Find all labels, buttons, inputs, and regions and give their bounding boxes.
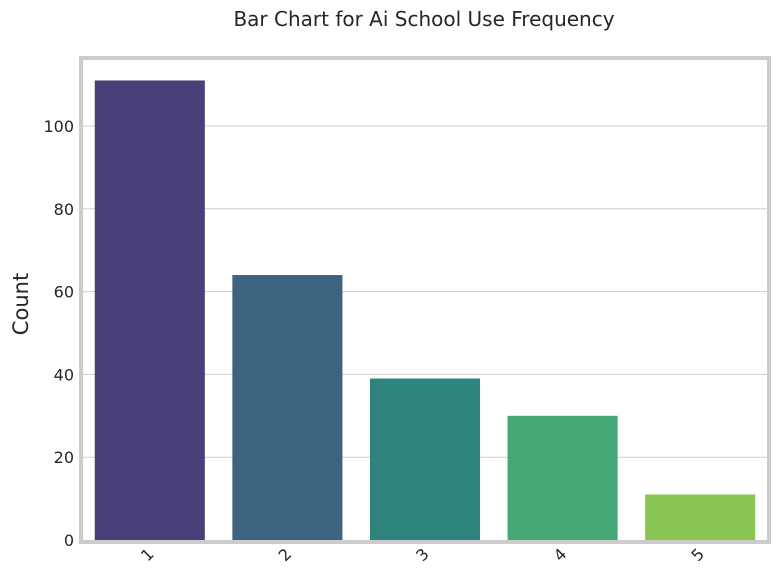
y-tick-label: 100 [43,117,74,136]
x-tick-label: 5 [687,544,708,565]
bar-2 [232,275,343,540]
y-axis-label: Count [9,273,33,335]
y-tick-label: 0 [64,531,74,550]
x-tick-labels: 1 2 3 4 5 [137,544,708,565]
plot-frame [79,56,771,544]
y-tick-labels: 0 20 40 60 80 100 [43,117,74,550]
y-tick-label: 60 [54,283,74,302]
y-tick-label: 80 [54,200,74,219]
bar-3 [369,378,481,540]
x-tick-label: 2 [275,544,296,565]
x-tick-label: 4 [550,544,571,565]
bar-5 [645,494,756,540]
y-tick-label: 20 [54,448,74,467]
bar-1 [94,80,205,541]
x-tick-label: 1 [137,544,158,565]
y-tick-label: 40 [54,365,74,384]
chart-title: Bar Chart for Ai School Use Frequency [233,7,614,31]
bars [94,80,756,541]
bar-4 [507,415,618,540]
x-tick-label: 3 [412,544,433,565]
